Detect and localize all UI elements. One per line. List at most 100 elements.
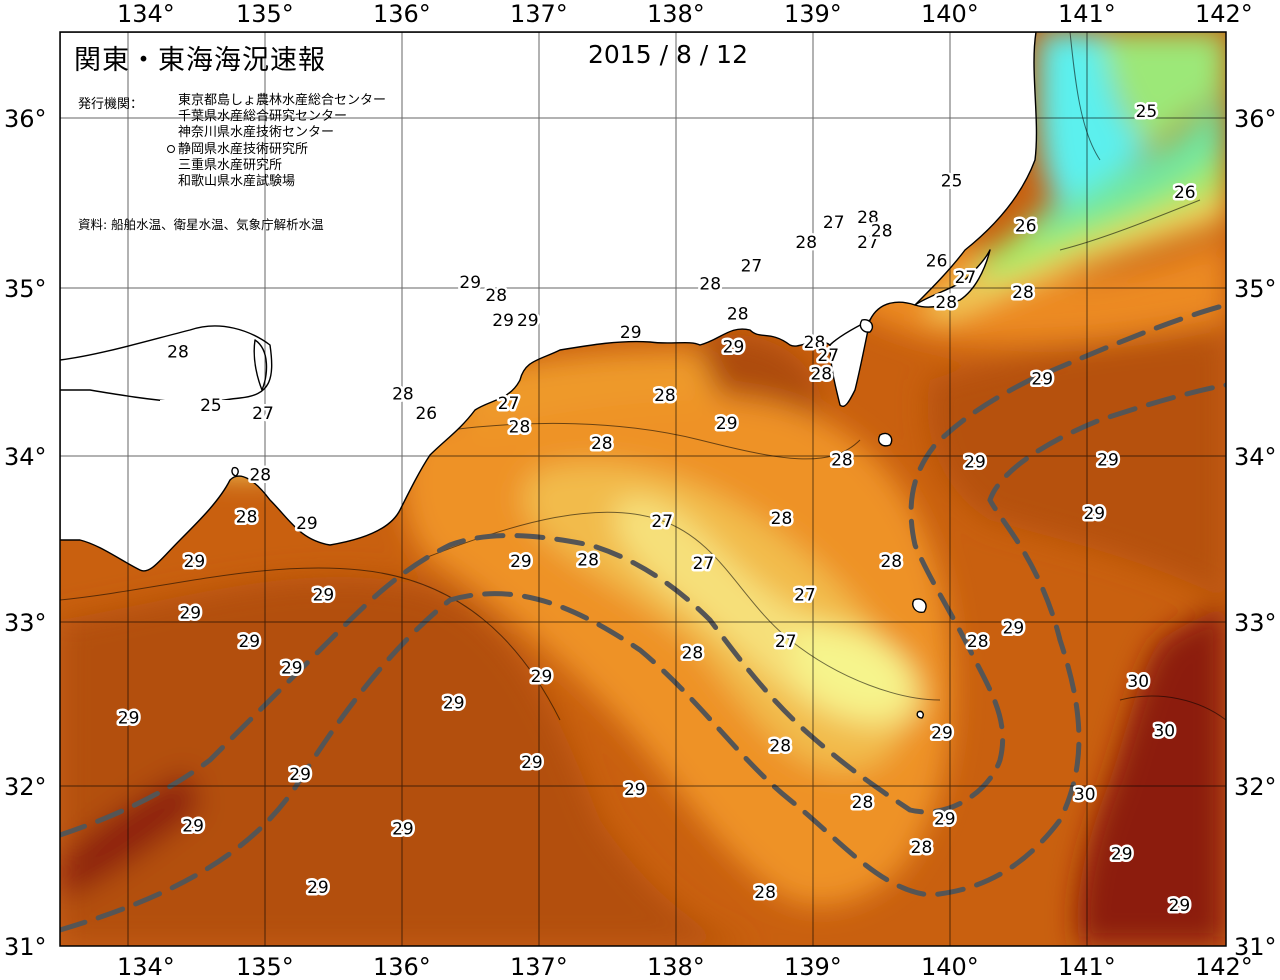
map-frame bbox=[59, 31, 1227, 947]
isotherm-label: 28 bbox=[485, 286, 507, 306]
kuroshio-inner-path bbox=[60, 382, 1226, 933]
isotherm-label: 28 bbox=[769, 737, 791, 757]
institutions-label: 発行機関： bbox=[78, 97, 144, 112]
isotherm-label: 25 bbox=[941, 172, 963, 192]
lat-label: 33° bbox=[4, 609, 47, 637]
institution-item: 千葉県水産総合研究センター bbox=[178, 109, 386, 125]
isotherm-label: 29 bbox=[521, 753, 543, 773]
isotherm-label: 29 bbox=[179, 604, 201, 624]
isotherm-label: 28 bbox=[699, 275, 721, 295]
map-title: 関東・東海海況速報 bbox=[74, 45, 326, 76]
isotherm-label: 27 bbox=[794, 585, 816, 605]
isotherm-label: 28 bbox=[852, 793, 874, 813]
isotherm-label: 28 bbox=[857, 208, 879, 228]
latitude-labels-right: 36° 35° 34° 33° 32° 31° bbox=[1234, 105, 1277, 961]
institution-item: 東京都島しょ農林水産総合センター bbox=[178, 93, 386, 109]
isotherm-label: 29 bbox=[964, 452, 986, 472]
isotherm-label: 29 bbox=[1003, 619, 1025, 639]
isotherm-label: 29 bbox=[281, 659, 303, 679]
institution-item: 三重県水産研究所 bbox=[178, 158, 386, 174]
isotherm-label: 28 bbox=[727, 305, 749, 325]
lat-label: 34° bbox=[4, 443, 47, 471]
lon-label: 142° bbox=[1195, 0, 1253, 28]
isotherm-label: 28 bbox=[804, 333, 826, 353]
lon-label: 139° bbox=[784, 0, 842, 28]
isotherm-label: 28 bbox=[654, 386, 676, 406]
institution-name: 東京都島しょ農林水産総合センター bbox=[178, 93, 387, 108]
isotherm-label: 28 bbox=[967, 632, 989, 652]
institution-item: 和歌山県水産試験場 bbox=[178, 174, 386, 190]
isotherm-label: 27 bbox=[775, 632, 797, 652]
lon-label: 141° bbox=[1058, 0, 1116, 28]
isotherm-label: 29 bbox=[307, 878, 329, 898]
longitude-labels-top: 134° 135° 136° 137° 138° 139° 140° 141° … bbox=[117, 0, 1253, 28]
isotherm-label: 28 bbox=[392, 384, 414, 404]
isotherm-label: 28 bbox=[591, 434, 613, 454]
circle-marker-icon bbox=[167, 144, 175, 153]
lon-label: 136° bbox=[373, 953, 431, 980]
isotherm-label: 29 bbox=[723, 338, 745, 358]
isotherm-label: 29 bbox=[934, 810, 956, 830]
isotherm-label: 29 bbox=[1097, 451, 1119, 471]
institution-name: 静岡県水産技術研究所 bbox=[178, 141, 309, 157]
isotherm-label: 28 bbox=[167, 343, 189, 363]
lat-label: 33° bbox=[1234, 609, 1277, 637]
lat-label: 36° bbox=[1234, 105, 1277, 133]
isotherm-label: 28 bbox=[509, 418, 531, 438]
isotherm-label: 28 bbox=[249, 466, 271, 486]
lon-label: 134° bbox=[117, 953, 175, 980]
isotherm-label: 27 bbox=[741, 256, 763, 276]
lat-label: 35° bbox=[1234, 275, 1277, 303]
kuroshio-paths bbox=[60, 302, 1226, 933]
isotherm-label: 26 bbox=[926, 251, 948, 271]
isotherm-label: 29 bbox=[1169, 896, 1191, 916]
isotherm-label: 27 bbox=[651, 512, 673, 532]
institution-name: 和歌山県水産試験場 bbox=[178, 174, 296, 190]
latitude-labels-left: 36° 35° 34° 33° 32° 31° bbox=[4, 105, 47, 961]
isotherm-label: 25 bbox=[200, 396, 222, 416]
institution-item: 神奈川県水産技術センター bbox=[178, 125, 386, 141]
isotherm-label: 29 bbox=[443, 693, 465, 713]
map-date: 2015 / 8 / 12 bbox=[588, 40, 748, 69]
isotherm-label: 28 bbox=[754, 883, 776, 903]
institution-item: 静岡県水産技術研究所 bbox=[167, 141, 386, 158]
isotherm-label: 29 bbox=[531, 667, 553, 687]
landmass bbox=[60, 32, 1038, 719]
isotherm-label: 29 bbox=[1031, 369, 1053, 389]
isotherm-label: 29 bbox=[118, 708, 140, 728]
lon-label: 136° bbox=[373, 0, 431, 28]
isotherm-label: 27 bbox=[498, 394, 520, 414]
isotherm-label: 28 bbox=[911, 838, 933, 858]
isotherm-label: 26 bbox=[1015, 216, 1037, 236]
lat-label: 32° bbox=[1234, 773, 1277, 801]
lat-label: 32° bbox=[4, 773, 47, 801]
institution-name: 三重県水産研究所 bbox=[178, 157, 283, 173]
isotherm-label: 28 bbox=[1012, 283, 1034, 303]
lon-label: 137° bbox=[510, 953, 568, 980]
lon-label: 142° bbox=[1195, 953, 1253, 980]
lat-label: 31° bbox=[1234, 933, 1277, 961]
data-source: 資料: 船舶水温、衛星水温、気象庁解析水温 bbox=[78, 217, 324, 232]
lat-label: 34° bbox=[1234, 443, 1277, 471]
lat-label: 31° bbox=[4, 933, 47, 961]
isotherm-label: 30 bbox=[1074, 785, 1096, 805]
lon-label: 134° bbox=[117, 0, 175, 28]
isotherm-label: 28 bbox=[795, 233, 817, 253]
lat-label: 35° bbox=[4, 275, 47, 303]
graticule bbox=[60, 32, 1226, 946]
isotherm-label: 28 bbox=[831, 451, 853, 471]
institution-list: 東京都島しょ農林水産総合センター 千葉県水産総合研究センター 神奈川県水産技術セ… bbox=[167, 93, 386, 190]
isotherm-label: 29 bbox=[313, 585, 335, 605]
isotherm-label: 29 bbox=[492, 311, 514, 331]
isotherm-label: 29 bbox=[289, 765, 311, 785]
isotherm-label: 28 bbox=[871, 221, 893, 241]
isotherm-label: 29 bbox=[716, 414, 738, 434]
lon-label: 135° bbox=[236, 0, 294, 28]
isotherm-label: 29 bbox=[1111, 845, 1133, 865]
isotherm-label: 30 bbox=[1127, 672, 1149, 692]
isotherm-label: 28 bbox=[236, 507, 258, 527]
isotherm-label: 29 bbox=[296, 514, 318, 534]
lon-label: 138° bbox=[647, 0, 705, 28]
